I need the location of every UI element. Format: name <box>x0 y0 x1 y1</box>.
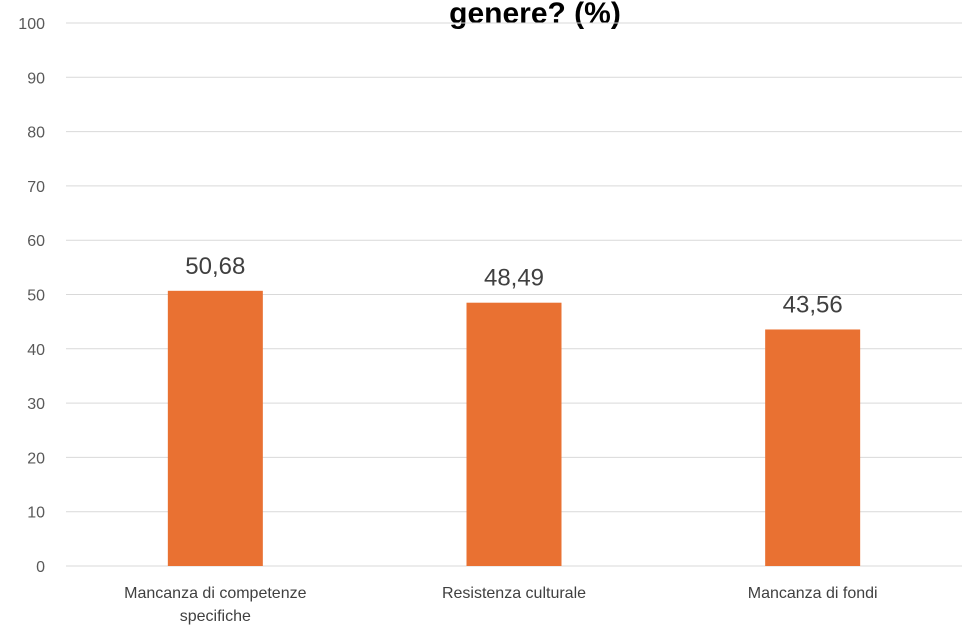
x-category-label-line: Resistenza culturale <box>442 585 586 602</box>
bar <box>466 302 562 566</box>
y-tick-label: 60 <box>27 233 45 250</box>
y-tick-label: 80 <box>27 125 45 142</box>
y-tick-label: 70 <box>27 179 45 196</box>
y-tick-label: 0 <box>36 559 45 576</box>
y-tick-label: 30 <box>27 396 45 413</box>
x-category-label: Mancanza di fondi <box>748 585 878 602</box>
y-axis-tick-labels: 0 10 20 30 40 50 60 70 80 90 100 <box>18 16 45 576</box>
x-category-label: Resistenza culturale <box>442 585 586 602</box>
x-category-label-line: Mancanza di competenze <box>124 585 306 602</box>
bar <box>167 290 263 566</box>
data-label: 48,49 <box>484 265 544 292</box>
bars <box>167 290 861 566</box>
y-tick-label: 100 <box>18 16 45 33</box>
y-tick-label: 50 <box>27 288 45 305</box>
y-tick-label: 90 <box>27 70 45 87</box>
data-labels: 50,68 48,49 43,56 <box>185 253 842 319</box>
x-category-label: Mancanza di competenze specifiche <box>124 585 306 625</box>
data-label: 50,68 <box>185 253 245 280</box>
y-tick-label: 20 <box>27 450 45 467</box>
bar <box>765 329 861 566</box>
x-category-label-line: specifiche <box>180 608 251 625</box>
chart-title: genere? (%) <box>449 0 621 30</box>
y-tick-label: 40 <box>27 342 45 359</box>
y-tick-label: 10 <box>27 505 45 522</box>
data-label: 43,56 <box>783 291 843 318</box>
x-axis-category-labels: Mancanza di competenze specifiche Resisten… <box>124 585 877 625</box>
x-category-label-line: Mancanza di fondi <box>748 585 878 602</box>
